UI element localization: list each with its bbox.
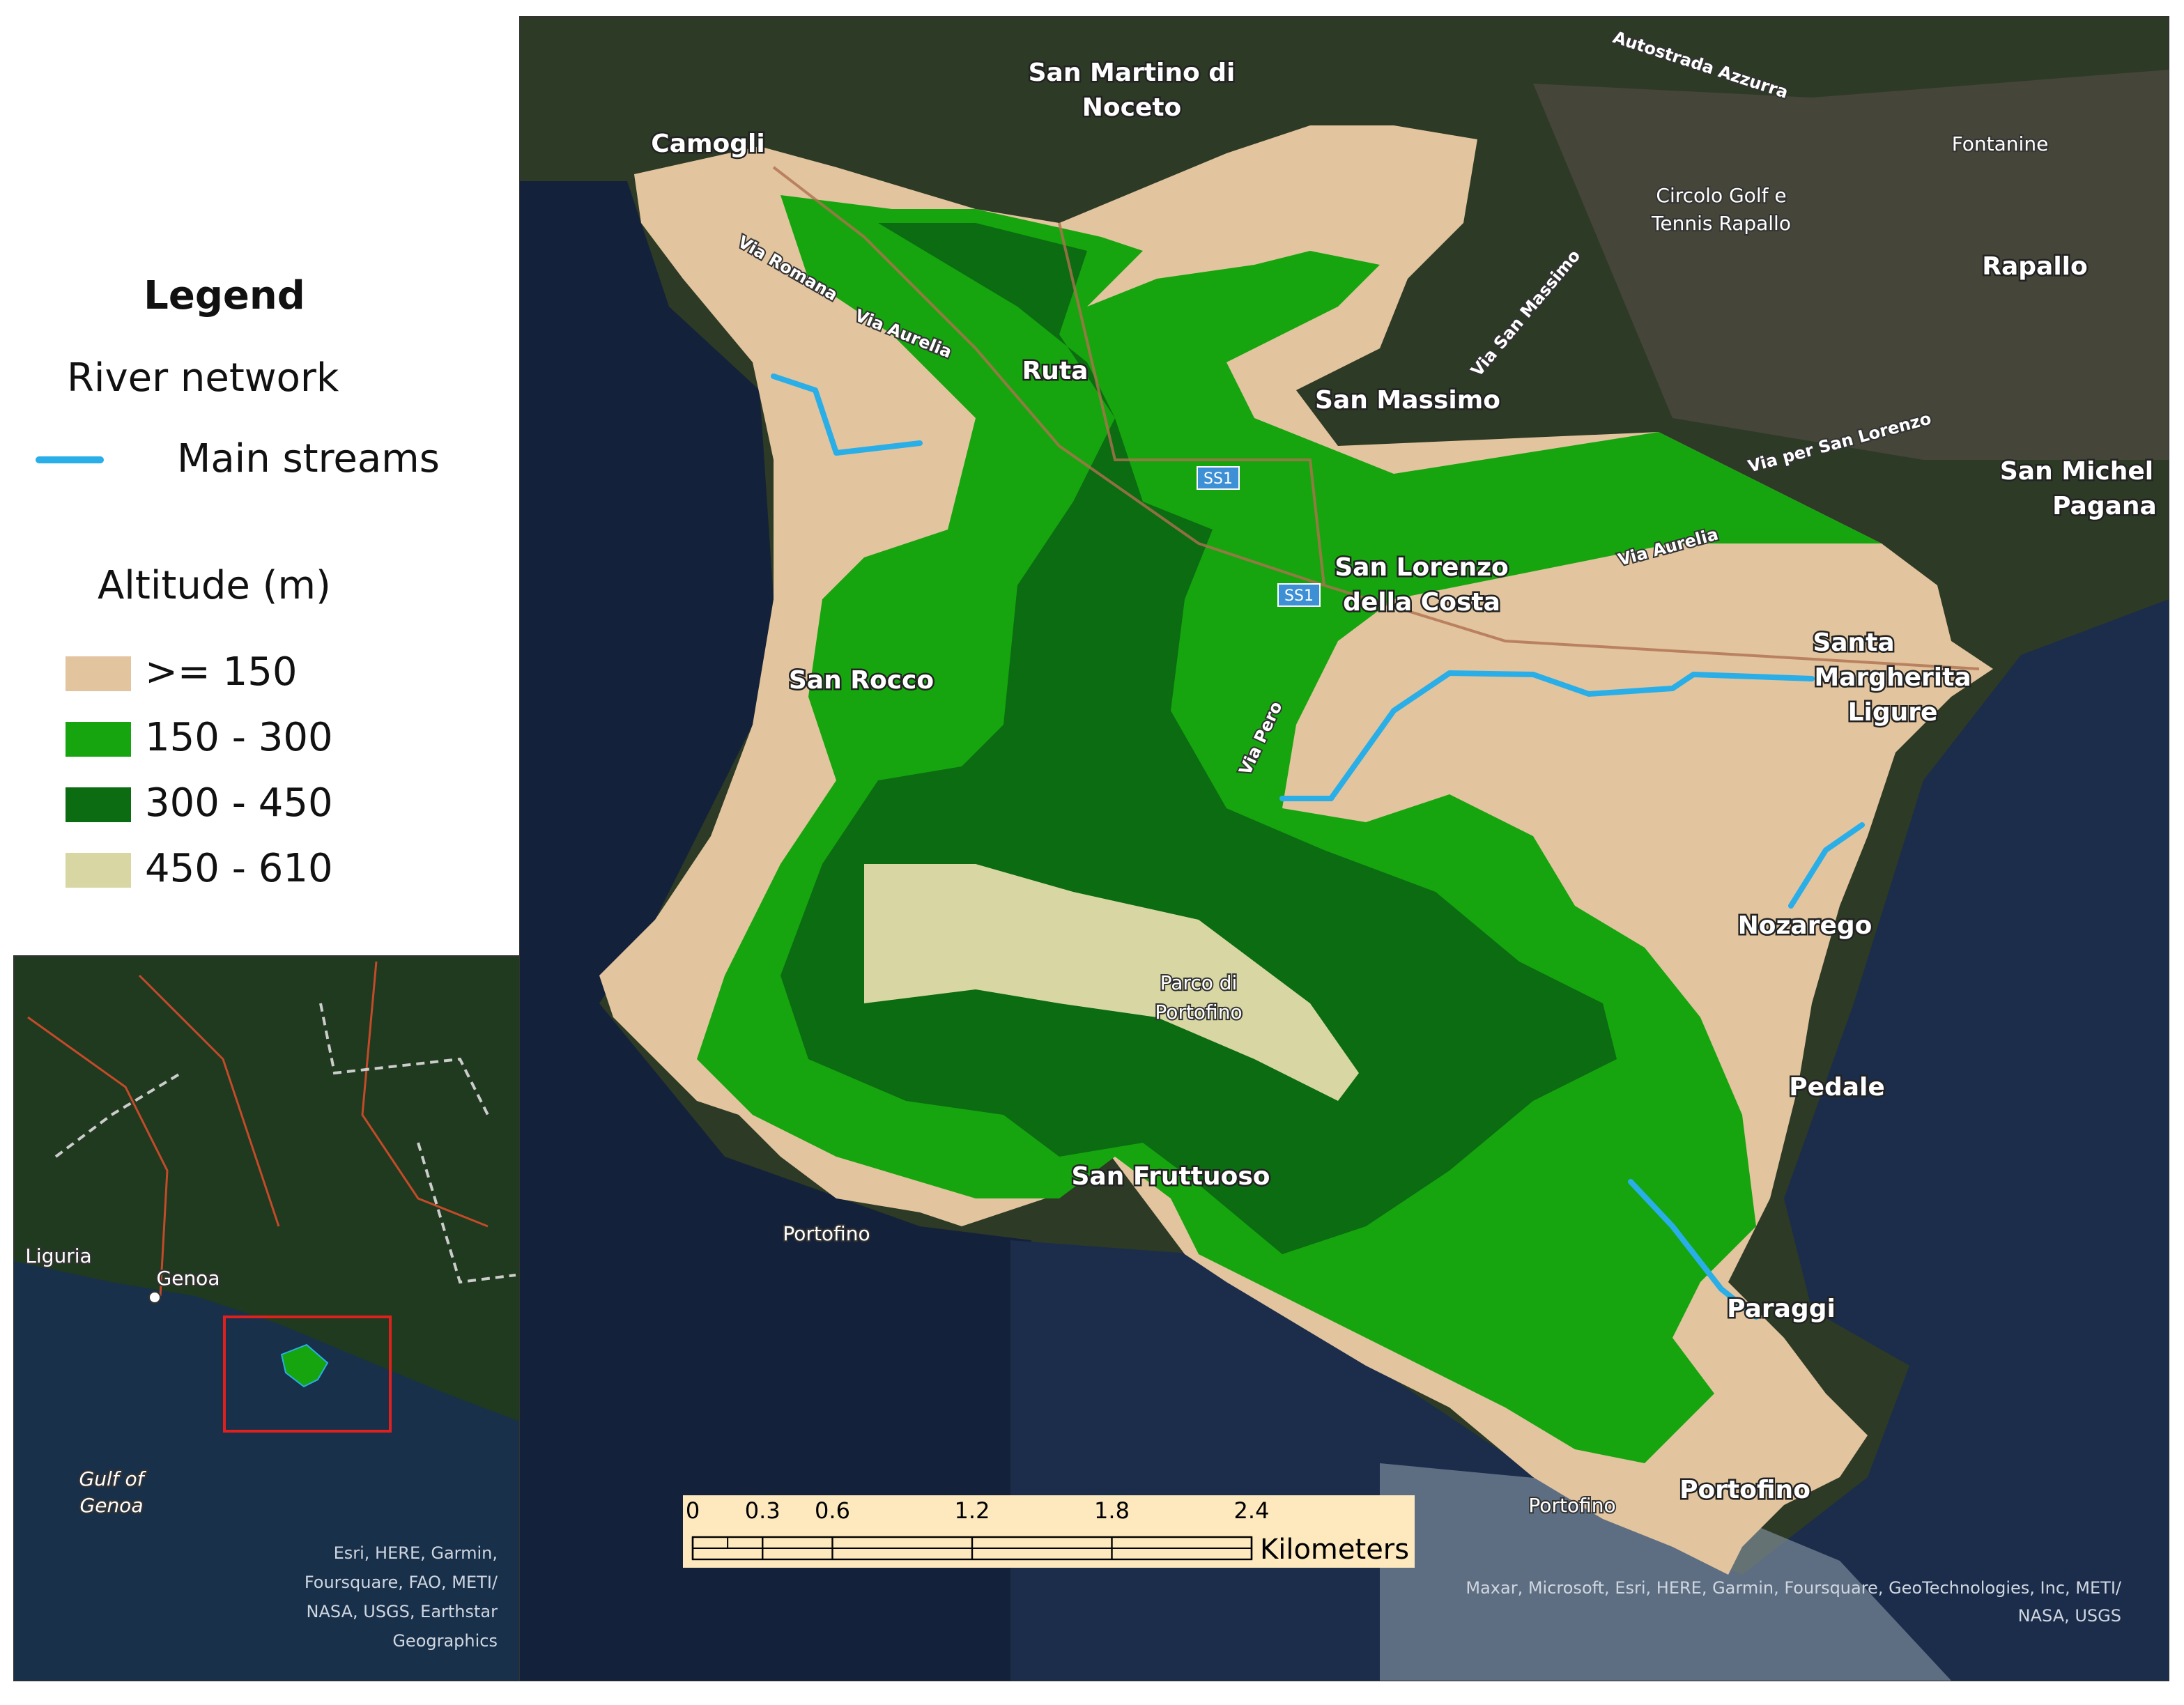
legend-swatch — [66, 722, 131, 757]
inset-label: Gulf of — [79, 1467, 147, 1490]
scale-tick-label: 1.8 — [1094, 1497, 1130, 1524]
place-label: della Costa — [1343, 588, 1500, 617]
altitude-150-300 — [697, 195, 1882, 1463]
attribution: NASA, USGS — [2018, 1606, 2121, 1626]
stream — [771, 373, 923, 456]
sea-glare — [1380, 1463, 1951, 1681]
place-label: San Lorenzo — [1335, 553, 1509, 582]
inset-sea — [14, 1261, 520, 1681]
road-shield — [1277, 583, 1321, 607]
scale-bar-box — [683, 1495, 1415, 1568]
place-label: Portofino — [1528, 1494, 1615, 1517]
place-label: San Fruttuoso — [1072, 1162, 1270, 1191]
scale-tick-label: 0.6 — [815, 1497, 850, 1524]
urban-area — [1533, 70, 2169, 460]
inset-city — [148, 1291, 161, 1304]
legend-item: 300 - 450 — [145, 780, 333, 826]
place-label: Rapallo — [1982, 252, 2088, 281]
place-label: Camogli — [651, 130, 764, 158]
place-label: Noceto — [1082, 93, 1182, 122]
legend-item: 450 - 610 — [145, 846, 333, 891]
place-label: Parco di — [1160, 971, 1238, 994]
place-label: San Martino di — [1029, 59, 1236, 87]
scale-tick-label: 1.2 — [955, 1497, 990, 1524]
inset-label: Genoa — [157, 1267, 220, 1290]
attribution: Geographics — [392, 1631, 498, 1651]
inset-label: Genoa — [80, 1494, 144, 1517]
place-label: Portofino — [783, 1222, 870, 1245]
legend-item: 150 - 300 — [145, 715, 333, 760]
main-streams — [771, 373, 1865, 1320]
altitude-450-610 — [864, 864, 1359, 1101]
stream — [1279, 670, 1815, 801]
legend-swatch — [66, 787, 131, 822]
attribution: Foursquare, FAO, METI/ — [305, 1573, 498, 1592]
place-label: Portofino — [1679, 1476, 1810, 1504]
place-label: Tennis Rapallo — [1651, 212, 1791, 235]
stream — [1628, 1179, 1759, 1320]
inset-road — [27, 961, 489, 1297]
legend-title: Legend — [144, 273, 305, 318]
legend-group: Altitude (m) — [98, 563, 331, 608]
place-label: Margherita — [1814, 663, 1971, 692]
stream — [1788, 822, 1865, 909]
inset-label: Liguria — [25, 1244, 91, 1267]
legend-swatch — [66, 853, 131, 888]
scale-unit: Kilometers — [1260, 1534, 1409, 1566]
place-label: Paraggi — [1727, 1295, 1836, 1323]
sea — [520, 181, 1031, 1681]
place-label: Santa — [1813, 628, 1894, 657]
road-shield-label: SS1 — [1203, 470, 1233, 488]
road-shield — [1197, 466, 1240, 490]
place-label: Fontanine — [1952, 132, 2049, 155]
inset-study-area — [280, 1343, 329, 1388]
place-label: Portofino — [1155, 1001, 1242, 1024]
attribution: NASA, USGS, Earthstar — [307, 1602, 498, 1621]
legend-swatch — [66, 656, 131, 691]
scale-tick-label: 0.3 — [745, 1497, 780, 1524]
place-label: Circolo Golf e — [1656, 184, 1786, 207]
place-label: Pedale — [1789, 1073, 1885, 1102]
legend-group: River network — [67, 355, 339, 401]
inset-extent — [223, 1316, 392, 1433]
place-label: Nozarego — [1738, 911, 1872, 940]
legend-item: >= 150 — [145, 649, 298, 695]
inset-boundary — [54, 1003, 516, 1284]
legend-item: Main streams — [177, 436, 440, 481]
place-label: San Massimo — [1315, 386, 1500, 415]
road — [772, 166, 1980, 670]
scale-tick-label: 2.4 — [1234, 1497, 1270, 1524]
scale-tick-label: 0 — [686, 1497, 700, 1524]
place-label: San Rocco — [789, 666, 934, 695]
place-label: San Michel — [2000, 457, 2153, 486]
altitude-300-450 — [780, 223, 1617, 1254]
sea — [1010, 599, 2169, 1681]
place-label: Ligure — [1848, 698, 1938, 727]
place-label: Ruta — [1022, 357, 1089, 385]
attribution: Maxar, Microsoft, Esri, HERE, Garmin, Fo… — [1466, 1578, 2122, 1598]
place-label: Pagana — [2052, 492, 2157, 520]
road-shield-label: SS1 — [1284, 587, 1314, 605]
attribution: Esri, HERE, Garmin, — [334, 1543, 498, 1563]
